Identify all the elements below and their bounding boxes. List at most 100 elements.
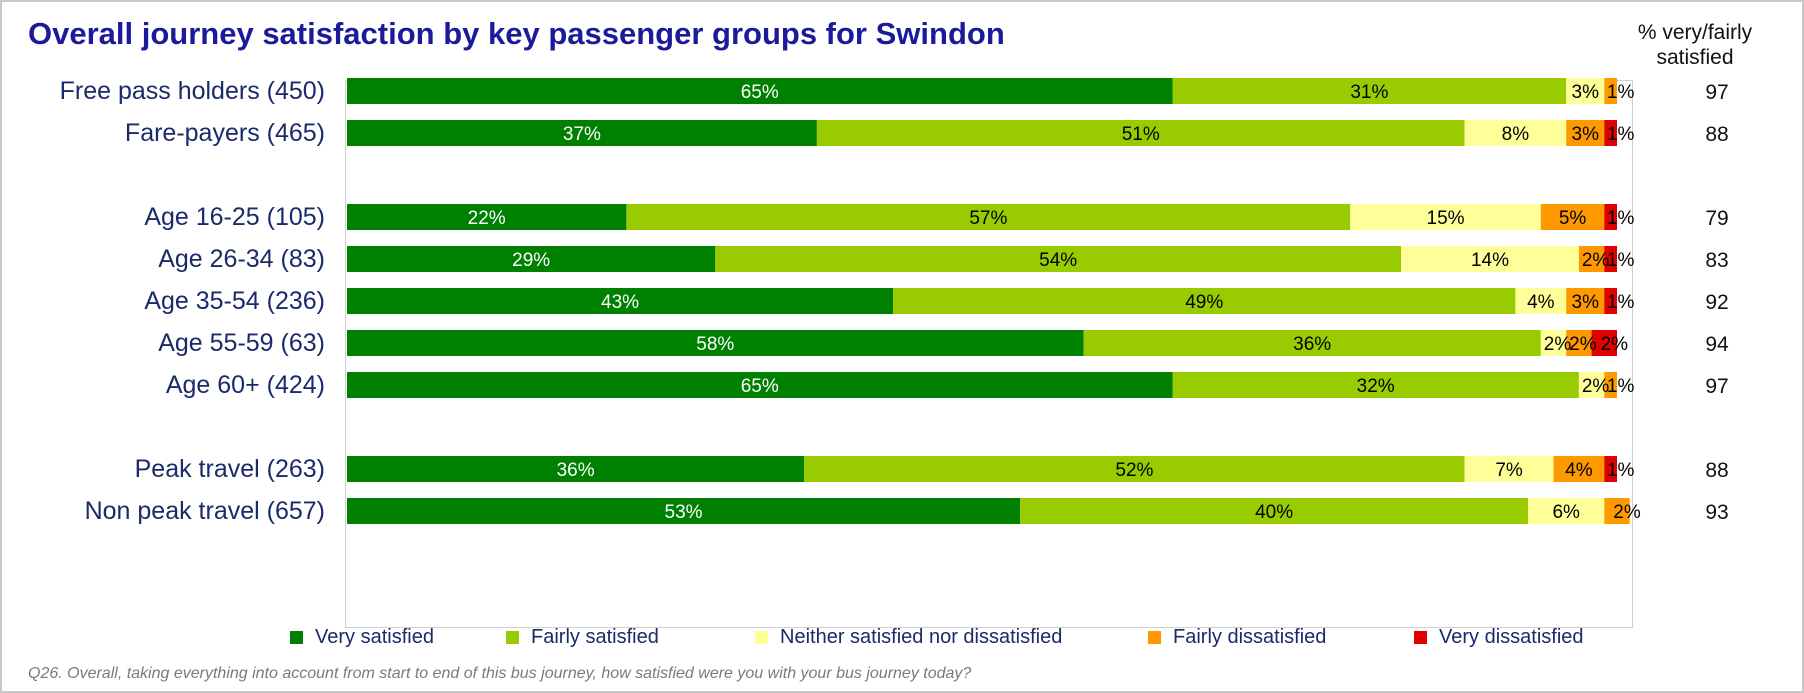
chart-title: Overall journey satisfaction by key pass… [28, 16, 1005, 51]
bar-segment-fairly-dissatisfied [1604, 498, 1630, 524]
data-label-very-dissatisfied: 1% [1607, 250, 1635, 271]
bar-segment-neither [1540, 330, 1567, 356]
bar-segment-very-satisfied [347, 120, 817, 146]
data-label-fairly-dissatisfied: 2% [1613, 502, 1641, 523]
data-label-fairly-satisfied: 54% [1039, 250, 1077, 271]
satisfied-percent-value: 94 [1705, 333, 1729, 356]
legend-label-fairly-dissatisfied: Fairly dissatisfied [1173, 626, 1327, 648]
bar-segment-fairly-satisfied [1083, 330, 1541, 356]
bar-segment-very-satisfied [347, 246, 716, 272]
data-label-fairly-satisfied: 52% [1115, 460, 1153, 481]
data-label-neither: 2% [1582, 376, 1610, 397]
bar-segment-neither [1350, 204, 1541, 230]
legend-item-fairly-dissatisfied: Fairly dissatisfied [1148, 626, 1326, 649]
category-label: Age 16-25 (105) [144, 203, 325, 231]
data-label-very-satisfied: 37% [563, 124, 601, 145]
data-label-fairly-dissatisfied: 1% [1607, 82, 1635, 103]
legend-label-very-dissatisfied: Very dissatisfied [1439, 626, 1584, 648]
question-footnote: Q26. Overall, taking everything into acc… [28, 665, 972, 682]
data-label-fairly-dissatisfied: 5% [1559, 208, 1587, 229]
bar-segment-fairly-satisfied [804, 456, 1465, 482]
bar-segment-very-dissatisfied [1604, 456, 1617, 482]
bar-segment-fairly-dissatisfied [1553, 456, 1605, 482]
satisfied-percent-value: 93 [1705, 501, 1728, 524]
legend-item-neither: Neither satisfied nor dissatisfied [755, 626, 1062, 649]
legend-item-fairly-satisfied: Fairly satisfied [506, 626, 659, 649]
bar-segment-fairly-dissatisfied [1566, 120, 1605, 146]
data-label-fairly-dissatisfied: 1% [1607, 376, 1635, 397]
bar-segment-neither [1566, 78, 1605, 104]
data-label-fairly-satisfied: 57% [969, 208, 1007, 229]
bar-segment-neither [1401, 246, 1579, 272]
bar-segment-very-dissatisfied [1591, 330, 1617, 356]
bar-segment-very-satisfied [347, 372, 1173, 398]
data-label-very-dissatisfied: 1% [1607, 460, 1635, 481]
satisfied-percent-header-line-1: % very/fairly [1637, 21, 1753, 44]
chart-legend: Very satisfied Fairly satisfied Neither … [290, 626, 1630, 656]
data-label-neither: 8% [1502, 124, 1530, 145]
data-label-very-satisfied: 65% [741, 82, 779, 103]
data-label-fairly-satisfied: 36% [1293, 334, 1331, 355]
satisfied-percent-value: 83 [1705, 249, 1728, 272]
data-label-fairly-dissatisfied: 4% [1565, 460, 1593, 481]
bar-segment-very-satisfied [347, 498, 1021, 524]
data-label-very-satisfied: 43% [601, 292, 639, 313]
data-label-fairly-satisfied: 51% [1122, 124, 1160, 145]
data-label-very-dissatisfied: 1% [1607, 292, 1635, 313]
bar-segment-very-satisfied [347, 78, 1173, 104]
category-label: Age 35-54 (236) [144, 287, 325, 315]
legend-swatch-very-satisfied [290, 631, 303, 644]
bar-segment-fairly-satisfied [715, 246, 1402, 272]
satisfied-percent-value: 79 [1705, 207, 1728, 230]
legend-item-very-satisfied: Very satisfied [290, 626, 434, 649]
satisfied-percent-header: % very/fairly satisfied [1620, 20, 1770, 70]
data-label-very-satisfied: 22% [468, 208, 506, 229]
bar-segment-fairly-dissatisfied [1578, 246, 1605, 272]
data-label-very-satisfied: 65% [741, 376, 779, 397]
bar-segment-fairly-dissatisfied [1566, 288, 1605, 314]
bar-segment-fairly-satisfied [1172, 372, 1579, 398]
data-label-fairly-satisfied: 31% [1350, 82, 1388, 103]
data-label-fairly-dissatisfied: 2% [1582, 250, 1610, 271]
data-label-neither: 7% [1495, 460, 1523, 481]
data-label-fairly-satisfied: 40% [1255, 502, 1293, 523]
satisfied-percent-value: 97 [1705, 81, 1728, 104]
data-label-very-satisfied: 29% [512, 250, 550, 271]
category-label: Age 26-34 (83) [158, 245, 325, 273]
bar-segment-fairly-satisfied [1020, 498, 1529, 524]
bar-segment-fairly-dissatisfied [1566, 330, 1592, 356]
data-label-neither: 3% [1572, 82, 1600, 103]
bar-segment-neither [1464, 456, 1554, 482]
bar-segment-very-dissatisfied [1604, 288, 1617, 314]
data-label-neither: 14% [1471, 250, 1509, 271]
legend-item-very-dissatisfied: Very dissatisfied [1414, 626, 1584, 649]
legend-label-fairly-satisfied: Fairly satisfied [531, 626, 659, 648]
bar-segment-very-satisfied [347, 330, 1084, 356]
bar-segment-fairly-dissatisfied [1604, 78, 1617, 104]
data-label-fairly-satisfied: 32% [1357, 376, 1395, 397]
data-label-neither: 2% [1544, 334, 1572, 355]
bar-segment-neither [1464, 120, 1567, 146]
satisfied-percent-value: 88 [1705, 459, 1728, 482]
bar-segment-very-satisfied [347, 288, 894, 314]
legend-swatch-fairly-dissatisfied [1148, 631, 1161, 644]
satisfied-percent-value: 97 [1705, 375, 1728, 398]
bar-segment-very-dissatisfied [1604, 120, 1617, 146]
bar-segment-neither [1528, 498, 1605, 524]
category-label: Age 55-59 (63) [158, 329, 325, 357]
bar-segment-very-satisfied [347, 456, 805, 482]
data-label-neither: 15% [1427, 208, 1465, 229]
bar-segment-fairly-satisfied [626, 204, 1351, 230]
legend-swatch-very-dissatisfied [1414, 631, 1427, 644]
bar-segment-neither [1515, 288, 1567, 314]
bar-segment-fairly-satisfied [1172, 78, 1567, 104]
satisfied-percent-value: 92 [1705, 291, 1728, 314]
legend-swatch-neither [755, 631, 768, 644]
data-label-very-satisfied: 36% [557, 460, 595, 481]
data-label-very-dissatisfied: 1% [1607, 208, 1635, 229]
data-label-fairly-dissatisfied: 3% [1572, 124, 1600, 145]
bar-segment-neither [1578, 372, 1605, 398]
bar-segment-fairly-dissatisfied [1540, 204, 1605, 230]
bar-segment-fairly-satisfied [816, 120, 1465, 146]
